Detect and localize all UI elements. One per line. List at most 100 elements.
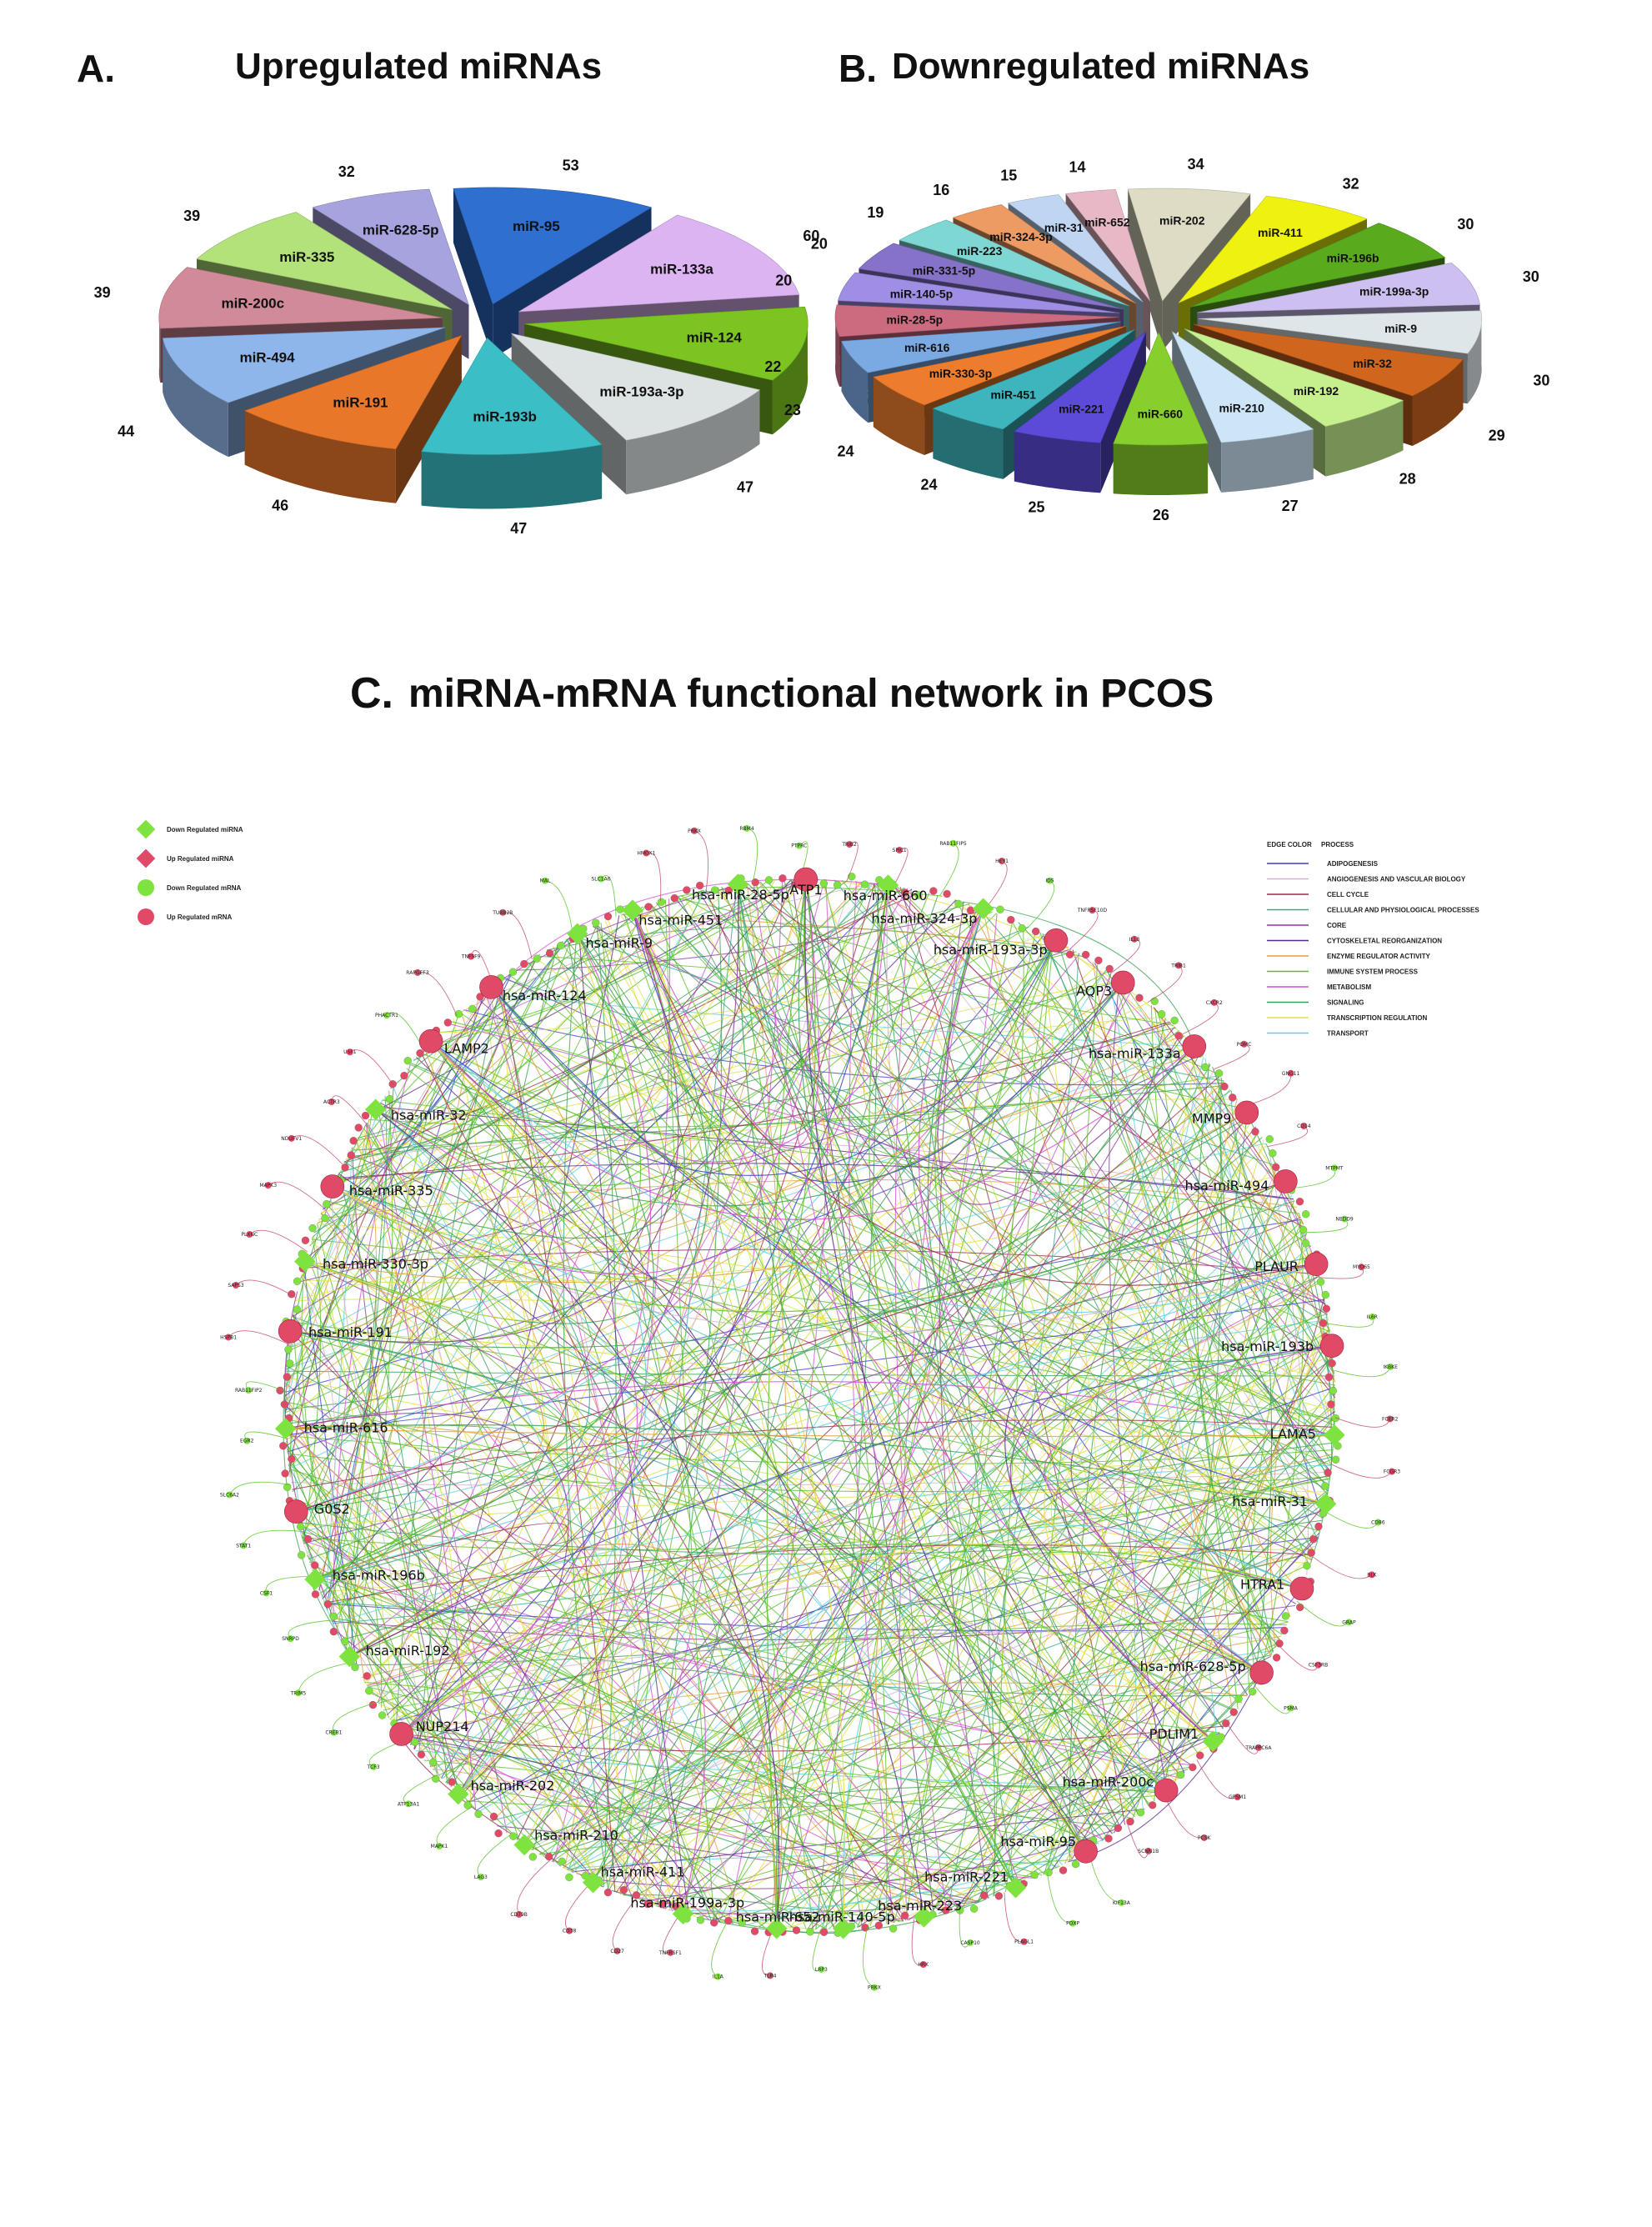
mrna-node: [616, 905, 624, 913]
hub-node: [479, 975, 503, 999]
mrna-node: [1170, 1016, 1179, 1025]
mrna-node: [1281, 1612, 1290, 1620]
mrna-node: [1126, 1817, 1134, 1826]
mrna-node: [443, 1018, 452, 1027]
hub-label: hsa-miR-660: [844, 888, 928, 903]
slice-label: miR-95: [513, 218, 560, 234]
gene-label: TRAPPC6A: [1244, 1745, 1272, 1751]
gene-labels: TRIB2 SPIC1 RAB11FIP5 HEY1 IDS TNFRSF10D IL18 T…: [220, 824, 1400, 1991]
slice-value: 30: [1523, 268, 1539, 285]
mrna-node: [293, 1277, 302, 1285]
gene-node: [1388, 1468, 1395, 1475]
gene-node: [1175, 962, 1183, 969]
mrna-node: [1201, 1063, 1209, 1072]
mrna-node: [1322, 1304, 1330, 1313]
mrna-node: [448, 1778, 456, 1786]
gene-label: SLC1A6: [591, 876, 610, 882]
mrna-node: [528, 1853, 537, 1861]
gene-node: [818, 1965, 825, 1973]
gene-node: [1314, 1661, 1322, 1669]
slice-value: 19: [867, 204, 884, 221]
mrna-node: [329, 1612, 338, 1621]
gene-label: MAPK1: [431, 1844, 448, 1849]
slice-value: 20: [775, 273, 792, 289]
mrna-node: [565, 1873, 573, 1882]
gene-label: TUBB2B: [492, 910, 513, 916]
hub-label: hsa-miR-32: [391, 1108, 467, 1124]
slice-label: miR-324-3p: [989, 230, 1052, 243]
slice-value: 25: [1029, 498, 1045, 515]
hub-node: [389, 1722, 413, 1746]
mrna-node: [1319, 1319, 1328, 1328]
mrna-node: [1316, 1278, 1325, 1286]
mrna-node: [283, 1483, 292, 1492]
slice-label: miR-196b: [1327, 252, 1379, 265]
gene-node: [330, 1729, 338, 1736]
slice-value: 28: [1399, 470, 1416, 487]
mrna-node: [351, 1663, 359, 1671]
gene-node: [294, 1689, 302, 1697]
mrna-node: [508, 968, 518, 976]
gene-label: PRKX: [868, 1985, 881, 1991]
mrna-node: [463, 1801, 472, 1809]
mrna-node: [378, 1711, 387, 1719]
gene-label: TLR4: [763, 1973, 776, 1979]
mrna-node: [293, 1305, 302, 1314]
mrna-node: [1329, 1386, 1337, 1395]
mrna-node: [1314, 1522, 1323, 1531]
slice-value: 47: [510, 520, 527, 537]
edge-legend-label: IMMUNE SYSTEM PROCESS: [1327, 968, 1419, 976]
pie-slice-miR-193b: [421, 338, 603, 509]
mrna-node: [1295, 1197, 1304, 1206]
gene-node: [1200, 1834, 1208, 1841]
hub-label: AQP3: [1076, 983, 1112, 999]
slice-label: miR-199a-3p: [1359, 285, 1429, 298]
pie-slice-miR-191: [243, 334, 463, 503]
mrna-node: [632, 1891, 641, 1899]
gene-label: RAB11FIP2: [235, 1388, 263, 1394]
mrna-node: [1229, 1708, 1238, 1716]
mrna-node: [1301, 1239, 1310, 1248]
gene-label: IL6R: [1367, 1314, 1378, 1320]
edge-legend-label: ANGIOGENESIS AND VASCULAR BIOLOGY: [1327, 876, 1466, 883]
mrna-node: [1065, 950, 1074, 958]
node-legend: Down Regulated miRNA Up Regulated miRNA Do…: [136, 819, 243, 925]
mrna-node: [592, 918, 600, 927]
edge-legend-label: CORE: [1327, 922, 1347, 929]
gene-label: RAB11FIP5: [939, 841, 967, 847]
hub-label: hsa-miR-193a-3p: [934, 942, 1048, 958]
mrna-node: [696, 1916, 705, 1924]
mrna-node: [603, 1888, 613, 1897]
hub-label: hsa-miR-192: [366, 1643, 450, 1659]
mrna-node: [476, 993, 484, 1001]
hub-label: hsa-miR-28-5p: [692, 887, 789, 903]
hub-node: [1314, 1493, 1337, 1515]
gene-node: [405, 1800, 413, 1808]
gene-node: [1368, 1571, 1375, 1579]
gene-node: [1089, 907, 1096, 914]
gene-label: FCGR3: [1384, 1469, 1400, 1475]
hub-node: [793, 867, 818, 892]
hub-node: [1182, 1034, 1207, 1058]
mrna-node: [874, 1921, 883, 1929]
mrna-node: [341, 1637, 349, 1646]
gene-node: [243, 1437, 251, 1444]
gene-node: [1287, 1704, 1294, 1712]
mrna-node: [1299, 1225, 1308, 1234]
mrna-node: [558, 1857, 566, 1866]
mrna-node: [1071, 1859, 1080, 1869]
gene-node: [515, 1910, 523, 1918]
gene-node: [1118, 1899, 1125, 1906]
gene-label: IL18: [1129, 937, 1140, 943]
mrna-node: [323, 1600, 332, 1609]
mrna-node: [417, 1750, 426, 1759]
gene-node: [264, 1182, 272, 1189]
gene-label: TNFRSF1: [658, 1950, 682, 1956]
edge-legend-label: CELL CYCLE: [1327, 891, 1369, 898]
mrna-node: [410, 1738, 419, 1746]
slice-label: miR-616: [904, 341, 950, 354]
gene-node: [1345, 1619, 1353, 1626]
slice-label: miR-192: [1294, 384, 1339, 398]
gene-node: [566, 1927, 573, 1934]
hub-label: hsa-miR-411: [601, 1864, 685, 1880]
